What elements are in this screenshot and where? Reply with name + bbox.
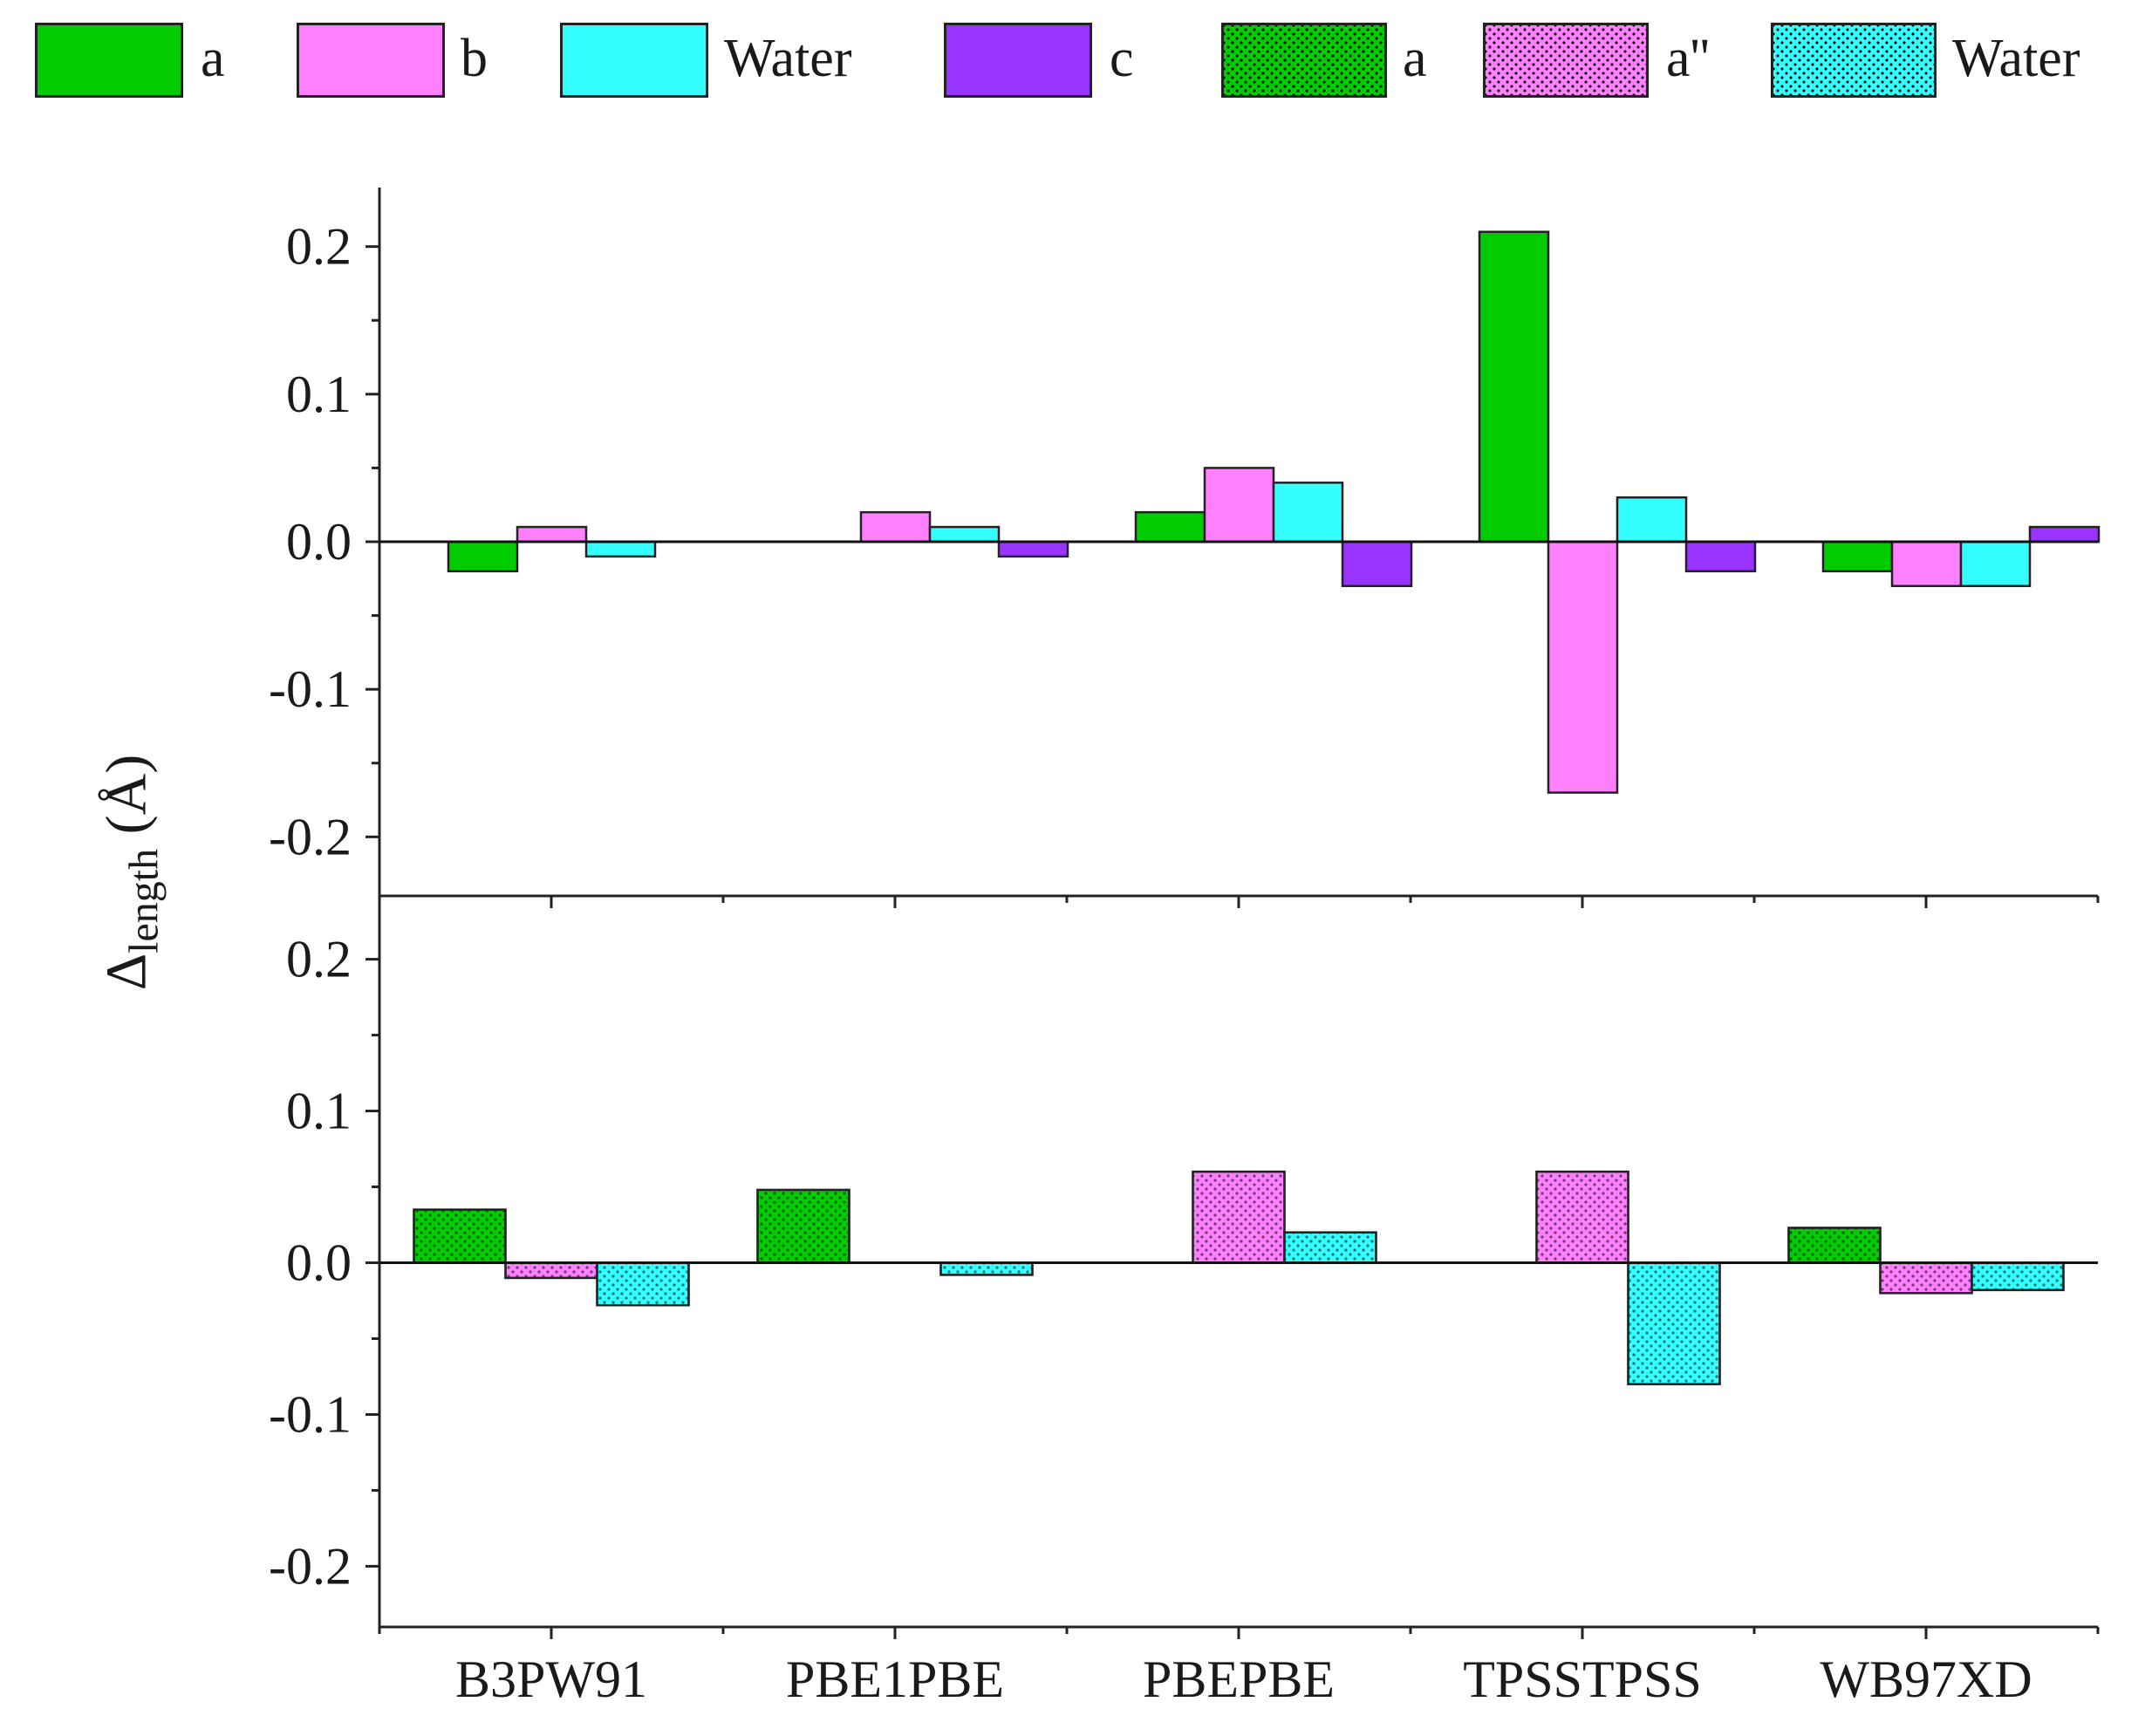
y-axis-label: Δlength (Å) xyxy=(94,755,168,991)
zero-lines xyxy=(379,540,2098,1264)
tick-labels: 0.2 0.1 0.0 -0.1 -0.2 0.2 0.1 0.0 -0.1 -0.2 B3PW91… xyxy=(269,218,2032,1708)
legend-swatch xyxy=(1221,23,1387,98)
bar-pattern-overlay xyxy=(596,1261,690,1307)
y-axis-label-symbol: Δ xyxy=(94,953,159,991)
y-tick-label: 0.0 xyxy=(286,513,352,571)
bar-water-tpsstpss xyxy=(1616,496,1688,543)
bar-pattern-overlay xyxy=(939,1261,1034,1276)
y-tick-label: 0.2 xyxy=(286,931,352,988)
bar-pattern-overlay xyxy=(1627,1261,1721,1385)
legend-swatch xyxy=(560,23,708,98)
y-tick-label: -0.2 xyxy=(269,808,352,865)
bar-pattern-overlay xyxy=(1787,1227,1882,1264)
y-tick-label: -0.1 xyxy=(269,1385,352,1443)
bar-a-wb97xd xyxy=(1821,540,1894,573)
x-tick-label: B3PW91 xyxy=(455,1651,647,1708)
y-axis-label-unit: (Å) xyxy=(94,754,159,835)
legend-swatch xyxy=(1483,23,1649,98)
bar-b-pbepbe xyxy=(1203,467,1275,543)
bar-pattern-overlay xyxy=(756,1188,850,1264)
bar-pattern-overlay xyxy=(1879,1261,1973,1295)
legend-label: a xyxy=(1403,29,1427,88)
legend-swatch xyxy=(1771,23,1937,98)
bar-b-b3pw91 xyxy=(516,525,588,543)
legend-swatch xyxy=(35,23,183,98)
x-tick-label: WB97XD xyxy=(1820,1651,2032,1708)
legend-label: a'' xyxy=(1666,29,1710,88)
bar-c-pbepbe xyxy=(1341,540,1413,587)
legend-label: c xyxy=(1110,29,1134,88)
y-tick-label: -0.2 xyxy=(269,1537,352,1595)
x-tick-label: PBEPBE xyxy=(1143,1651,1335,1708)
y-axis-label-subscript: length xyxy=(120,848,167,953)
legend-label: b xyxy=(461,29,488,88)
bar-c-wb97xd xyxy=(2028,525,2101,543)
y-tick-label: 0.0 xyxy=(286,1234,352,1292)
bar-pattern-overlay xyxy=(1535,1170,1629,1264)
y-tick-label: 0.2 xyxy=(286,218,352,276)
legend-swatch xyxy=(944,23,1092,98)
legend-label: a xyxy=(201,29,225,88)
bar-pattern-overlay xyxy=(504,1261,598,1280)
legend-label: Water xyxy=(1952,29,2080,88)
chart-legend: a b Water c a a'' Water xyxy=(0,0,2145,131)
y-tick-label: 0.1 xyxy=(286,366,352,423)
bar-pattern-overlay xyxy=(1283,1231,1377,1264)
bar-b-wb97xd xyxy=(1890,540,1963,587)
bar-b-pbe1pbe xyxy=(859,510,932,543)
bar-pattern-overlay xyxy=(413,1208,507,1264)
legend-label: Water xyxy=(724,29,852,88)
bar-a-b3pw91 xyxy=(447,540,519,573)
legend-swatch xyxy=(297,23,445,98)
x-tick-label: PBE1PBE xyxy=(786,1651,1004,1708)
x-tick-label: TPSSTPSS xyxy=(1463,1651,1702,1708)
bar-pattern-overlay xyxy=(1192,1170,1286,1264)
axes xyxy=(365,188,2100,1639)
bar-water-pbepbe xyxy=(1272,482,1344,543)
bar-water-wb97xd xyxy=(1959,540,2032,587)
bar-c-tpsstpss xyxy=(1684,540,1757,573)
bar-water-pbe1pbe xyxy=(928,525,1001,543)
bar-a-pbepbe xyxy=(1134,510,1206,543)
y-tick-label: -0.1 xyxy=(269,660,352,718)
bar-pattern-overlay xyxy=(1971,1261,2065,1292)
bar-b-tpsstpss xyxy=(1547,540,1619,794)
y-tick-label: 0.1 xyxy=(286,1083,352,1140)
bars xyxy=(413,230,2101,1385)
bar-water-b3pw91 xyxy=(584,540,657,558)
bar-c-pbe1pbe xyxy=(997,540,1069,558)
bar-a-tpsstpss xyxy=(1478,230,1550,543)
